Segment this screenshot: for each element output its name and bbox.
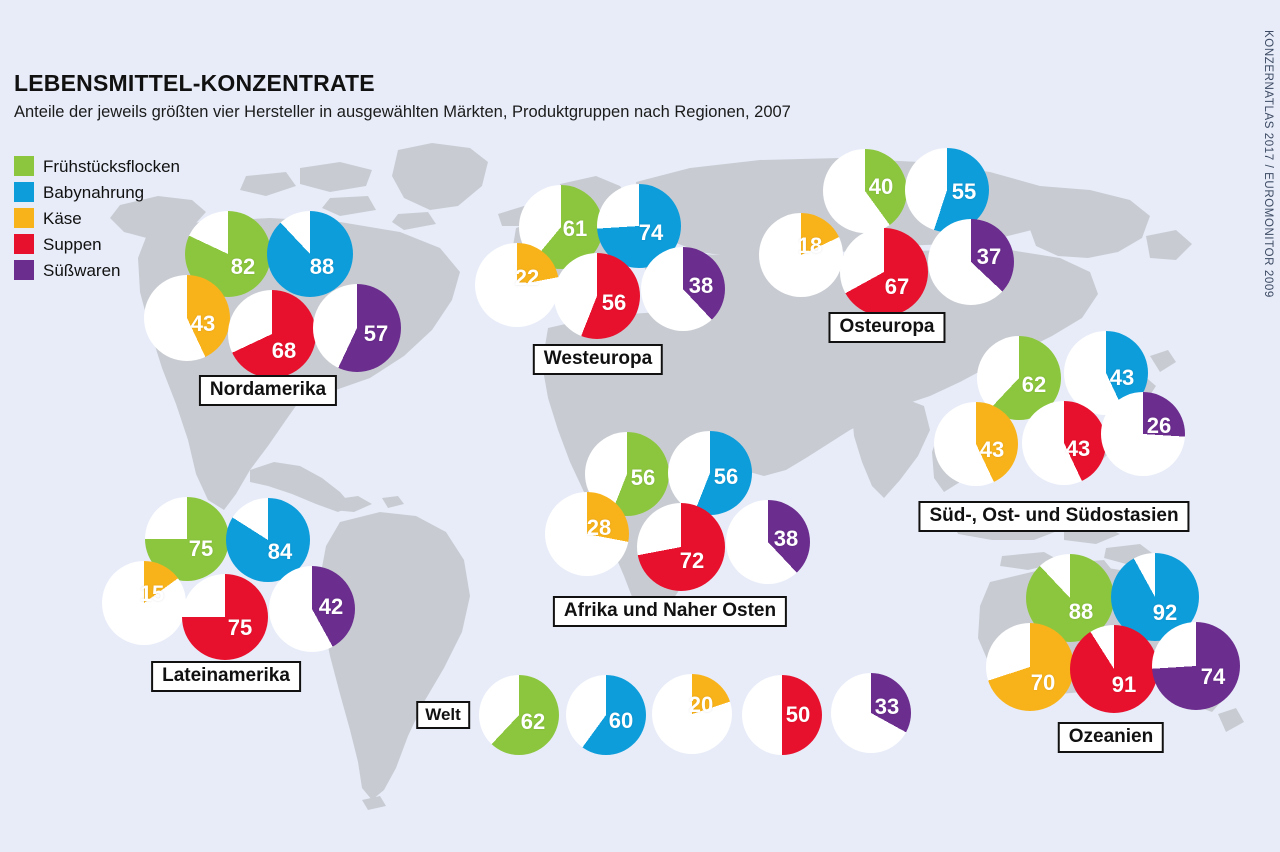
region-label-westeuropa: Westeuropa bbox=[532, 344, 664, 376]
pie-disc bbox=[1070, 625, 1158, 713]
pie-disc bbox=[831, 673, 911, 753]
legend-item-suesswaren: Süßwaren bbox=[14, 257, 180, 283]
legend-item-babynahrung: Babynahrung bbox=[14, 179, 180, 205]
pie-osteuropa-suesswaren: 37 bbox=[928, 219, 1014, 305]
pie-welt-babynahrung: 60 bbox=[566, 675, 646, 755]
region-label-osteuropa: Osteuropa bbox=[828, 312, 946, 344]
pie-ozeanien-suesswaren: 74 bbox=[1152, 622, 1240, 710]
source-credit: KONZERNATLAS 2017 / EUROMONITOR 2009 bbox=[1262, 30, 1274, 298]
pie-disc bbox=[905, 148, 989, 232]
legend-swatch-suppen bbox=[14, 234, 34, 254]
legend-label-fruehstuecksflocken: Frühstücksflocken bbox=[43, 156, 180, 176]
legend-label-babynahrung: Babynahrung bbox=[43, 182, 145, 202]
region-label-asien: Süd-, Ost- und Südostasien bbox=[918, 501, 1190, 533]
pie-disc bbox=[726, 500, 810, 584]
pie-disc bbox=[840, 228, 928, 316]
legend-swatch-kaese bbox=[14, 208, 34, 228]
legend-label-suesswaren: Süßwaren bbox=[43, 260, 121, 280]
pie-disc bbox=[1101, 392, 1185, 476]
pie-disc bbox=[823, 149, 907, 233]
pie-disc bbox=[759, 213, 843, 297]
legend-item-fruehstuecksflocken: Frühstücksflocken bbox=[14, 153, 180, 179]
pie-disc bbox=[1022, 401, 1106, 485]
pie-disc bbox=[102, 561, 186, 645]
legend-label-suppen: Suppen bbox=[43, 234, 102, 254]
pie-disc bbox=[144, 275, 230, 361]
pie-afrika-suppen: 72 bbox=[637, 503, 725, 591]
pie-welt-suesswaren: 33 bbox=[831, 673, 911, 753]
pie-disc bbox=[269, 566, 355, 652]
pie-asien-suesswaren: 26 bbox=[1101, 392, 1185, 476]
pie-disc bbox=[267, 211, 353, 297]
pie-nordamerika-suesswaren: 57 bbox=[313, 284, 401, 372]
pie-disc bbox=[554, 253, 640, 339]
pie-disc bbox=[986, 623, 1074, 711]
pie-westeuropa-suppen: 56 bbox=[554, 253, 640, 339]
pie-asien-kaese: 43 bbox=[934, 402, 1018, 486]
legend-swatch-fruehstuecksflocken bbox=[14, 156, 34, 176]
pie-afrika-kaese: 28 bbox=[545, 492, 629, 576]
pie-disc bbox=[742, 675, 822, 755]
pie-welt-kaese: 20 bbox=[652, 674, 732, 754]
pie-osteuropa-kaese: 18 bbox=[759, 213, 843, 297]
pie-ozeanien-suppen: 91 bbox=[1070, 625, 1158, 713]
region-label-welt: Welt bbox=[416, 701, 470, 730]
pie-welt-fruehstuecksflocken: 62 bbox=[479, 675, 559, 755]
pie-disc bbox=[182, 574, 268, 660]
pie-disc bbox=[641, 247, 725, 331]
pie-nordamerika-suppen: 68 bbox=[228, 290, 316, 378]
pie-nordamerika-babynahrung: 88 bbox=[267, 211, 353, 297]
pie-disc bbox=[475, 243, 559, 327]
legend-swatch-babynahrung bbox=[14, 182, 34, 202]
legend: Frühstücksflocken Babynahrung Käse Suppen Sü… bbox=[14, 153, 180, 283]
pie-nordamerika-kaese: 43 bbox=[144, 275, 230, 361]
region-label-nordamerika: Nordamerika bbox=[198, 375, 338, 407]
legend-item-suppen: Suppen bbox=[14, 231, 180, 257]
pie-lateinamerika-suesswaren: 42 bbox=[269, 566, 355, 652]
pie-lateinamerika-kaese: 15 bbox=[102, 561, 186, 645]
region-label-afrika: Afrika und Naher Osten bbox=[552, 596, 788, 628]
region-label-lateinamerika: Lateinamerika bbox=[151, 661, 301, 693]
pie-disc bbox=[652, 674, 732, 754]
pie-disc bbox=[313, 284, 401, 372]
pie-afrika-suesswaren: 38 bbox=[726, 500, 810, 584]
pie-disc bbox=[566, 675, 646, 755]
pie-westeuropa-kaese: 22 bbox=[475, 243, 559, 327]
region-label-ozeanien: Ozeanien bbox=[1057, 722, 1165, 754]
pie-ozeanien-kaese: 70 bbox=[986, 623, 1074, 711]
page-title: LEBENSMITTEL-KONZENTRATE bbox=[14, 70, 375, 96]
pie-disc bbox=[934, 402, 1018, 486]
pie-disc bbox=[545, 492, 629, 576]
pie-disc bbox=[479, 675, 559, 755]
legend-label-kaese: Käse bbox=[43, 208, 82, 228]
pie-westeuropa-suesswaren: 38 bbox=[641, 247, 725, 331]
pie-lateinamerika-suppen: 75 bbox=[182, 574, 268, 660]
pie-disc bbox=[1152, 622, 1240, 710]
pie-disc bbox=[928, 219, 1014, 305]
page-subtitle: Anteile der jeweils größten vier Herstel… bbox=[14, 103, 791, 121]
pie-osteuropa-fruehstuecksflocken: 40 bbox=[823, 149, 907, 233]
pie-disc bbox=[668, 431, 752, 515]
pie-asien-suppen: 43 bbox=[1022, 401, 1106, 485]
legend-swatch-suesswaren bbox=[14, 260, 34, 280]
pie-disc bbox=[637, 503, 725, 591]
legend-item-kaese: Käse bbox=[14, 205, 180, 231]
pie-disc bbox=[228, 290, 316, 378]
pie-osteuropa-suppen: 67 bbox=[840, 228, 928, 316]
pie-welt-suppen: 50 bbox=[742, 675, 822, 755]
